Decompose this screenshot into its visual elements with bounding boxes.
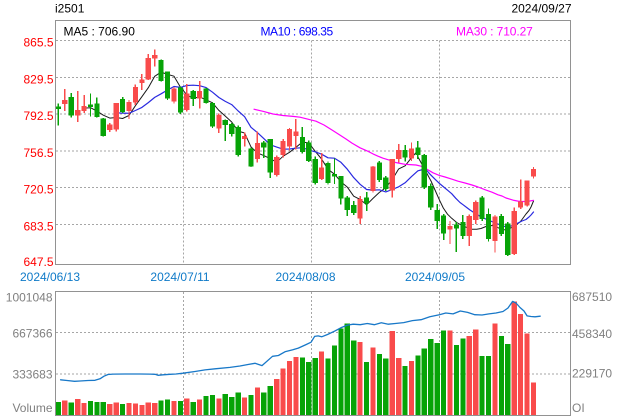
svg-text:667366: 667366 — [12, 327, 52, 341]
svg-text:865.5: 865.5 — [23, 36, 53, 50]
svg-text:229170: 229170 — [572, 367, 612, 381]
svg-text:Volume: Volume — [12, 401, 52, 415]
svg-text:2024/09/05: 2024/09/05 — [405, 270, 465, 284]
svg-text:720.5: 720.5 — [23, 183, 53, 197]
svg-text:829.5: 829.5 — [23, 72, 53, 86]
svg-text:647.5: 647.5 — [23, 255, 53, 269]
svg-text:792.5: 792.5 — [23, 109, 53, 123]
svg-text:i2501: i2501 — [55, 2, 85, 16]
svg-text:683.5: 683.5 — [23, 219, 53, 233]
svg-text:OI: OI — [572, 401, 585, 415]
svg-text:MA10 : 698.35: MA10 : 698.35 — [261, 25, 334, 39]
svg-text:333683: 333683 — [12, 368, 52, 382]
svg-text:2024/06/13: 2024/06/13 — [20, 270, 80, 284]
svg-text:MA30 : 710.27: MA30 : 710.27 — [456, 25, 533, 39]
svg-text:2024/08/08: 2024/08/08 — [275, 270, 335, 284]
svg-text:756.5: 756.5 — [23, 146, 53, 160]
svg-text:458340: 458340 — [572, 327, 612, 341]
svg-text:2024/07/11: 2024/07/11 — [150, 270, 209, 284]
svg-text:687510: 687510 — [572, 290, 612, 304]
svg-text:1001048: 1001048 — [6, 291, 53, 305]
svg-text:MA5 : 706.90: MA5 : 706.90 — [64, 25, 136, 39]
svg-text:2024/09/27: 2024/09/27 — [511, 2, 571, 16]
